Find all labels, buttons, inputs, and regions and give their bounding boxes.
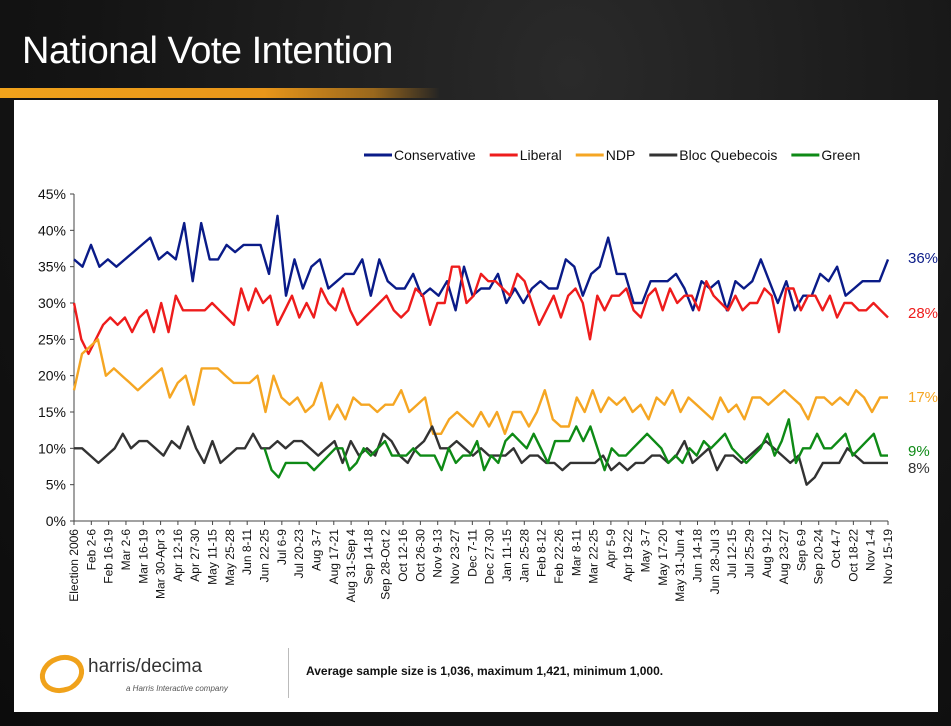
x-tick-label: Jun 28-Jul 3: [708, 529, 722, 595]
legend-label: Bloc Quebecois: [679, 147, 777, 163]
x-tick-label: Jul 20-23: [292, 529, 306, 579]
end-value-label: 28%: [908, 305, 938, 322]
x-tick-label: Sep 20-24: [812, 529, 826, 585]
y-tick-label: 15%: [38, 404, 66, 420]
logo-tagline: a Harris Interactive company: [126, 684, 228, 693]
x-tick-label: Feb 16-19: [102, 529, 116, 584]
y-tick-label: 35%: [38, 259, 66, 275]
x-tick-label: Oct 4-7: [829, 529, 843, 569]
y-tick-label: 25%: [38, 331, 66, 347]
slide-title: National Vote Intention: [22, 30, 393, 72]
x-tick-label: Jun 14-18: [690, 529, 704, 583]
x-tick-label: May 11-15: [206, 529, 220, 585]
x-tick-label: Mar 8-11: [569, 529, 583, 576]
line-chart: 0% 5% 10% 15% 20% 25% 30% 35% 40% 45% Election 200…: [38, 147, 938, 603]
x-tick-label: May 31-Jun 4: [673, 529, 687, 602]
x-tick-label: May 17-20: [656, 529, 670, 586]
y-tick-label: 20%: [38, 368, 66, 384]
y-tick-label: 0%: [46, 513, 66, 529]
y-tick-label: 10%: [38, 440, 66, 456]
x-tick-label: Jan 25-28: [517, 529, 531, 583]
end-value-label: 8%: [908, 460, 930, 477]
x-tick-label: Nov 15-19: [881, 529, 895, 585]
chart-panel: 0% 5% 10% 15% 20% 25% 30% 35% 40% 45% Election 200…: [14, 100, 938, 712]
end-value-label: 36%: [908, 250, 938, 267]
series-line-conservative: [73, 214, 890, 312]
x-tick-label: Aug 3-7: [309, 529, 323, 571]
legend-label: Conservative: [394, 147, 476, 163]
sample-size-footnote: Average sample size is 1,036, maximum 1,…: [306, 664, 664, 678]
x-tick-label: Jun 8-11: [240, 529, 254, 575]
end-value-label: 9%: [908, 443, 930, 460]
x-tick-label: Jan 11-15: [500, 529, 514, 582]
x-tick-label: Feb 8-12: [535, 529, 549, 577]
x-tick-label: Apr 27-30: [188, 529, 202, 582]
x-tick-label: Aug 31-Sep 4: [344, 529, 358, 603]
x-tick-label: Mar 30-Apr 3: [154, 529, 168, 599]
x-tick-label: Nov 9-13: [431, 529, 445, 578]
y-tick-label: 30%: [38, 295, 66, 311]
end-value-label: 17%: [908, 389, 938, 406]
series-line-ndp: [72, 338, 888, 435]
harris-decima-logo-icon: [39, 654, 85, 694]
x-tick-label: Mar 2-6: [119, 529, 133, 571]
x-tick-label: Aug 23-27: [777, 529, 791, 585]
x-tick-label: Nov 23-27: [448, 529, 462, 585]
x-tick-label: Feb 22-26: [552, 529, 566, 584]
x-tick-label: Election 2006: [67, 529, 81, 602]
x-tick-label: Jul 6-9: [275, 529, 289, 565]
x-tick-label: May 25-28: [223, 529, 237, 586]
series-line-green: [263, 418, 888, 479]
legend-label: NDP: [606, 147, 636, 163]
x-tick-label: Apr 5-9: [604, 529, 618, 569]
y-tick-label: 45%: [38, 186, 66, 202]
x-tick-label: Jun 22-25: [258, 529, 272, 583]
x-tick-label: Apr 12-16: [171, 529, 185, 582]
x-tick-label: May 3-7: [639, 529, 653, 573]
title-accent-bar: [0, 88, 440, 98]
x-tick-label: Nov 1-4: [864, 529, 878, 571]
x-tick-label: Feb 2-6: [84, 529, 98, 571]
y-tick-label: 40%: [38, 222, 66, 238]
x-tick-label: Oct 18-22: [846, 529, 860, 582]
x-tick-label: Aug 9-12: [760, 529, 774, 578]
x-tick-label: Sep 6-9: [794, 529, 808, 571]
x-tick-label: Oct 12-16: [396, 529, 410, 582]
x-tick-label: Sep 14-18: [361, 529, 375, 585]
x-tick-label: Apr 19-22: [621, 529, 635, 582]
x-tick-label: Oct 26-30: [413, 529, 427, 582]
x-tick-label: Mar 16-19: [136, 529, 150, 584]
y-tick-label: 5%: [46, 477, 66, 493]
x-tick-label: Jul 12-15: [725, 529, 739, 579]
legend-label: Green: [821, 147, 860, 163]
x-tick-label: Sep 28-Oct 2: [379, 529, 393, 600]
x-tick-label: Dec 27-30: [483, 529, 497, 585]
x-tick-label: Jul 25-29: [742, 529, 756, 579]
footer-divider: [288, 648, 289, 698]
x-tick-label: Dec 7-11: [465, 529, 479, 577]
series-line-liberal: [72, 265, 889, 356]
logo-wordmark: harris/decima: [88, 656, 203, 677]
x-tick-label: Aug 17-21: [327, 529, 341, 585]
legend-label: Liberal: [520, 147, 562, 163]
series-line-bloc-quebecois: [74, 425, 888, 486]
x-tick-label: Mar 22-25: [587, 529, 601, 584]
